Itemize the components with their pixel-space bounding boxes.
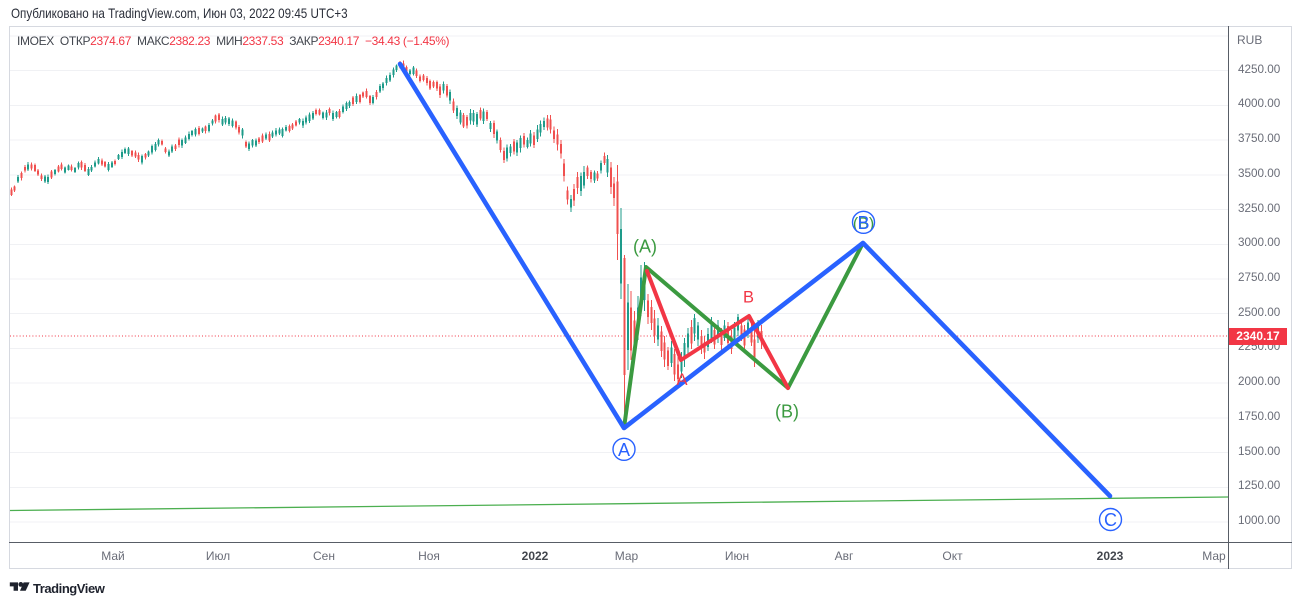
svg-text:А: А [618, 440, 630, 460]
svg-text:В: В [857, 213, 869, 233]
svg-text:(В): (В) [853, 215, 874, 232]
svg-text:B: B [743, 289, 754, 307]
svg-text:A: A [676, 371, 687, 389]
svg-text:(A): (A) [633, 237, 657, 257]
svg-text:С: С [1104, 510, 1117, 530]
svg-text:(В): (В) [775, 402, 799, 422]
